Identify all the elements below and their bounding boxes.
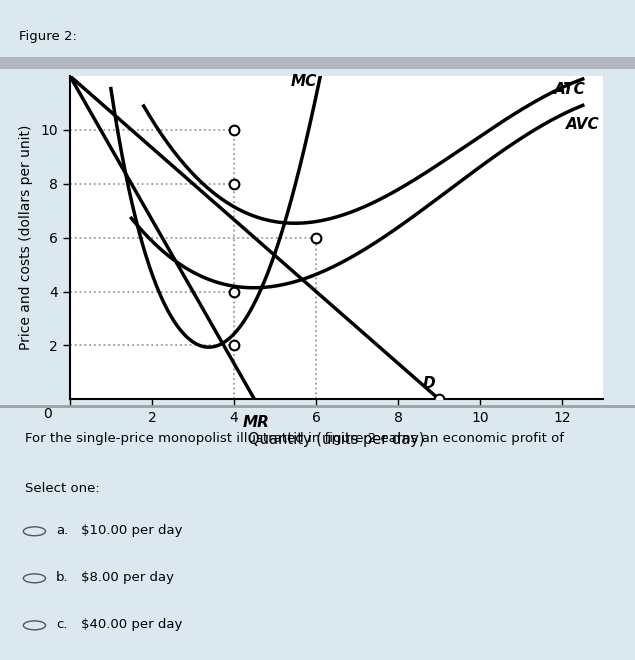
Text: For the single-price monopolist illustrated in figure 2 earns an economic profit: For the single-price monopolist illustra…: [25, 432, 565, 446]
Text: c.: c.: [56, 618, 67, 631]
Text: $8.00 per day: $8.00 per day: [81, 571, 173, 584]
Y-axis label: Price and costs (dollars per unit): Price and costs (dollars per unit): [20, 125, 34, 350]
X-axis label: Quantity (units per day): Quantity (units per day): [248, 432, 425, 447]
Text: ATC: ATC: [554, 82, 586, 97]
Text: Select one:: Select one:: [25, 482, 100, 495]
Text: b.: b.: [56, 571, 69, 584]
Text: MC: MC: [291, 75, 317, 89]
Text: a.: a.: [56, 524, 68, 537]
Text: MR: MR: [242, 416, 269, 430]
Text: AVC: AVC: [566, 117, 600, 132]
Text: D: D: [423, 376, 436, 391]
Text: 0: 0: [43, 407, 51, 421]
Text: $10.00 per day: $10.00 per day: [81, 524, 182, 537]
Text: $40.00 per day: $40.00 per day: [81, 618, 182, 631]
Text: Figure 2:: Figure 2:: [19, 30, 77, 43]
